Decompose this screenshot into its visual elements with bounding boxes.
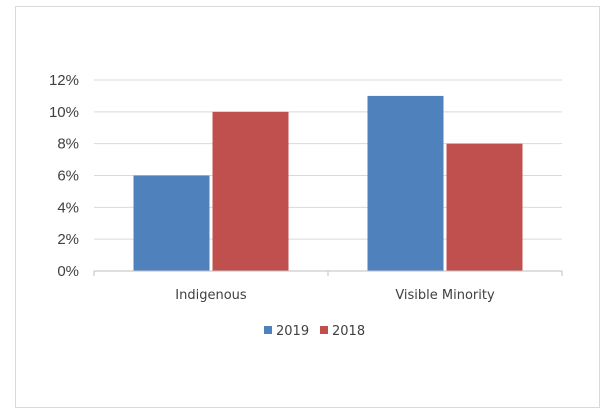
x-axis [94,271,562,276]
x-axis-category-labels: Indigenous Visible Minority [175,288,495,303]
bar-2018-indigenous [213,112,289,271]
y-axis-tick-labels: 0% 2% 4% 6% 8% 10% 12% [49,72,79,280]
y-tick-label: 2% [57,231,79,248]
legend-label-2018: 2018 [332,324,365,339]
legend-label-2019: 2019 [276,324,309,339]
y-tick-label: 12% [49,72,79,89]
y-tick-label: 6% [57,168,79,185]
bar-2019-indigenous [134,176,210,272]
category-label: Indigenous [175,288,247,303]
legend: 2019 2018 [264,324,365,339]
category-label: Visible Minority [395,288,495,303]
y-tick-label: 4% [57,199,79,216]
y-tick-label: 10% [49,104,79,121]
bar-2019-visible-minority [368,96,444,271]
y-tick-label: 8% [57,136,79,153]
legend-swatch-2018 [320,326,328,334]
legend-swatch-2019 [264,326,272,334]
y-tick-label: 0% [57,263,79,280]
bar-2018-visible-minority [447,144,523,271]
bars [134,96,523,271]
